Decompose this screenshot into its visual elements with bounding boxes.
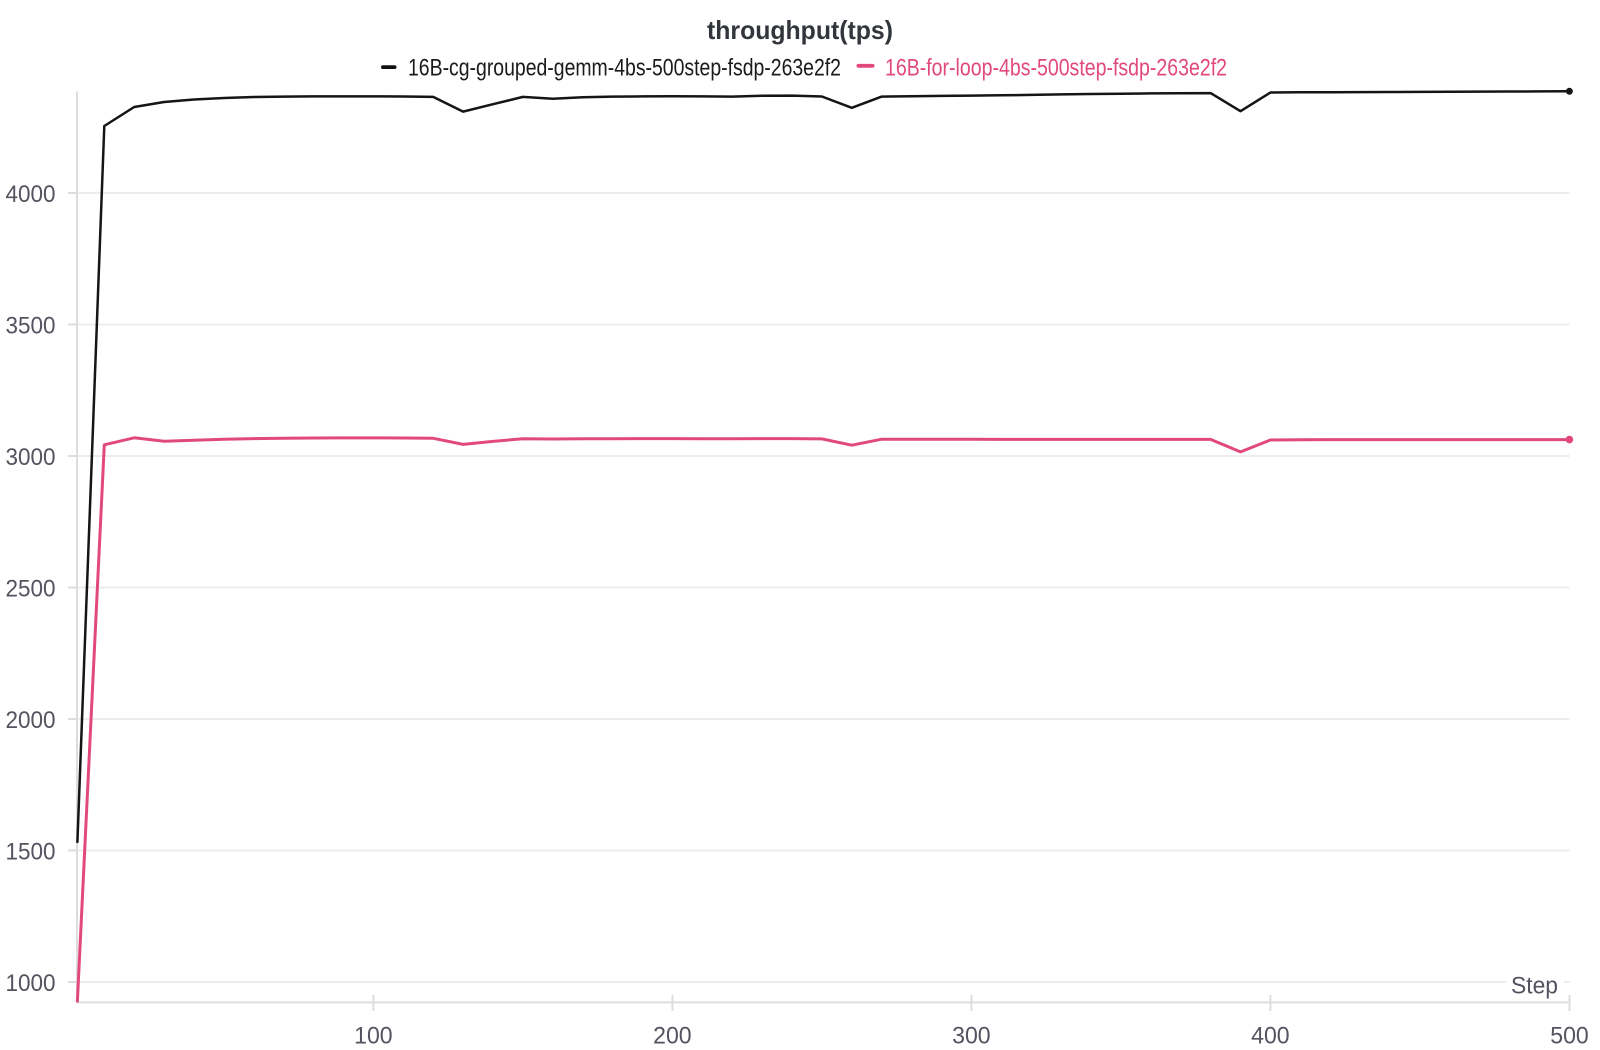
svg-text:16B-cg-grouped-gemm-4bs-500ste: 16B-cg-grouped-gemm-4bs-500step-fsdp-263… [408,55,841,82]
svg-text:throughput(tps): throughput(tps) [707,15,893,45]
svg-text:4000: 4000 [6,181,56,208]
svg-text:3000: 3000 [6,444,56,471]
svg-text:3500: 3500 [6,313,56,340]
svg-text:300: 300 [952,1023,991,1050]
svg-text:1500: 1500 [6,839,56,866]
svg-text:16B-for-loop-4bs-500step-fsdp-: 16B-for-loop-4bs-500step-fsdp-263e2f2 [885,55,1227,82]
svg-text:2000: 2000 [6,707,56,734]
svg-text:200: 200 [653,1023,692,1050]
svg-text:100: 100 [354,1023,393,1050]
svg-text:500: 500 [1550,1023,1589,1050]
svg-text:Step: Step [1511,973,1558,1000]
svg-text:1000: 1000 [6,970,56,997]
svg-text:400: 400 [1251,1023,1290,1050]
svg-text:2500: 2500 [6,576,56,603]
